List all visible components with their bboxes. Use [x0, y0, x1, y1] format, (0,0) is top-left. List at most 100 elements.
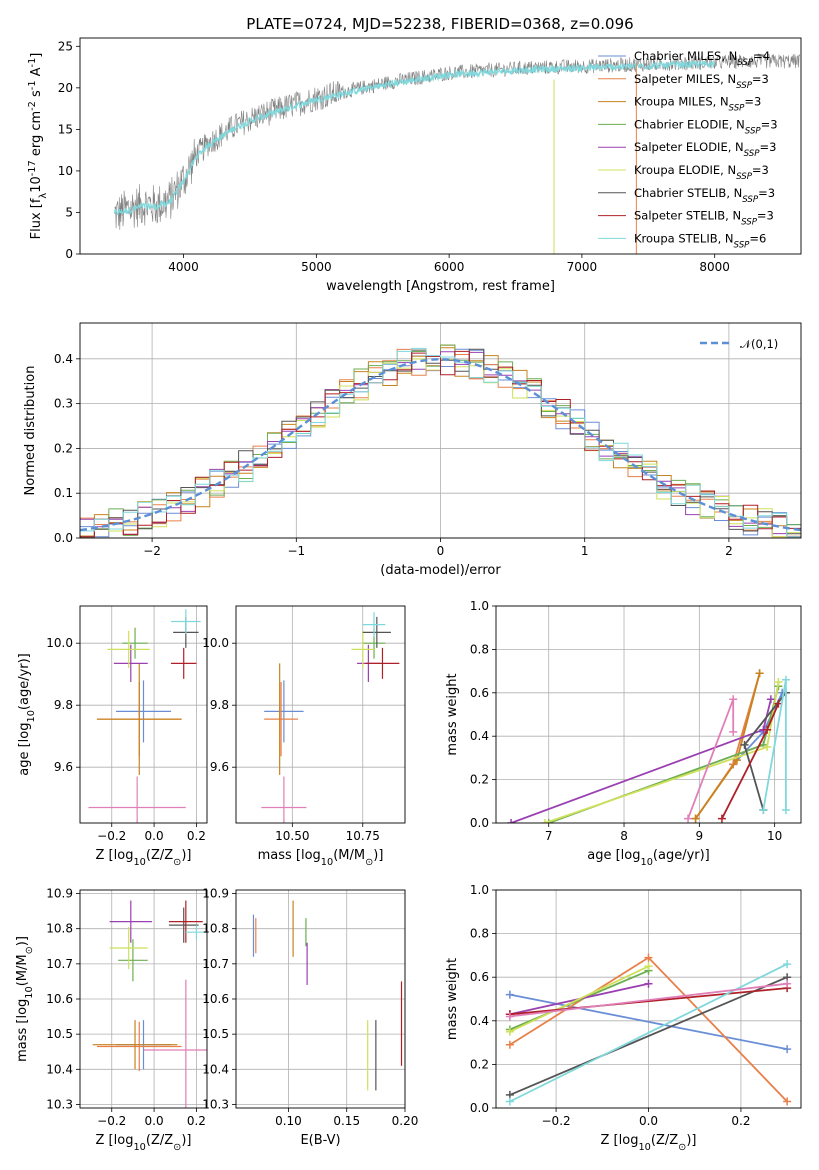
age_vs_Z-panel: −0.2 0.0 0.2 9.6 9.8 10.0 Z [log10(Z/Z⊙)] age [… — [17, 605, 208, 868]
mass_vs_EBV-plot-area — [252, 900, 403, 1091]
y-tick-label: 0.2 — [470, 773, 489, 787]
y-tick-label: 10.9 — [202, 887, 229, 901]
weight-marker — [783, 1045, 792, 1054]
y-axis-label: mass weight — [445, 958, 460, 1040]
weight-marker — [729, 727, 738, 736]
y-tick-label: 10.8 — [202, 922, 229, 936]
weight-marker — [684, 814, 693, 823]
x-tick-label: 2 — [725, 544, 733, 558]
y-tick-label: 0.6 — [470, 970, 489, 984]
weight-line — [509, 965, 649, 1033]
legend-entry: Chabrier STELIB, NSSP=3 — [634, 186, 775, 205]
x-tick-label: 0.20 — [392, 1114, 419, 1128]
axes-frame — [235, 605, 406, 824]
y-tick-label: 10.3 — [46, 1097, 73, 1111]
weight-line — [510, 699, 772, 823]
x-tick-label: 7000 — [567, 260, 598, 274]
residual_hist-plot-area — [80, 344, 801, 538]
weight-marker — [644, 979, 653, 988]
weight-marker — [505, 990, 514, 999]
y-tick-label: 10.4 — [46, 1062, 73, 1076]
age_vs_Z-plot-area — [88, 609, 201, 823]
x-axis-label: E(B-V) — [300, 1133, 340, 1148]
weight-marker — [644, 962, 653, 971]
weight-line — [509, 969, 649, 1031]
x-tick-label: 1 — [581, 544, 589, 558]
x-axis-label: wavelength [Angstrom, rest frame] — [326, 279, 555, 294]
legend-entry: Kroupa MILES, NSSP=3 — [634, 95, 761, 114]
y-axis-label: mass weight — [445, 673, 460, 755]
y-tick-label: 0.6 — [470, 686, 489, 700]
mass_vs_Z-plot-area — [92, 900, 207, 1108]
legend-entry: Salpeter STELIB, NSSP=3 — [634, 209, 774, 228]
y-tick-label: 10.0 — [202, 636, 229, 650]
y-tick-label: 10.6 — [46, 992, 73, 1006]
weight-marker — [783, 1097, 792, 1106]
axes-frame — [79, 605, 208, 824]
weight-line — [509, 976, 788, 1096]
figure-title: PLATE=0724, MJD=52238, FIBERID=0368, z=0… — [246, 15, 633, 33]
weight-line — [509, 982, 788, 1018]
x-tick-label: 0.15 — [333, 1114, 360, 1128]
y-axis-label: mass [log10(M/M⊙)] — [15, 936, 35, 1062]
y-tick-label: 15 — [58, 122, 73, 136]
weight-marker — [505, 1097, 514, 1106]
mass_weight_vs_age-panel: 7 8 9 10 0.0 0.2 0.4 0.6 0.8 1.0 age [log10(age/yr… — [445, 599, 802, 868]
weight-marker — [740, 740, 749, 749]
legend-entry: Chabrier MILES, NSSP=4 — [634, 49, 770, 68]
mass_weight_vs_Z-panel: −0.2 0.0 0.2 0.0 0.2 0.4 0.6 0.8 1.0 Z [log10(Z/Z… — [445, 883, 802, 1153]
y-tick-label: 0.8 — [470, 927, 489, 941]
weight-marker — [505, 1040, 514, 1049]
y-tick-label: 0.0 — [470, 1101, 489, 1115]
y-tick-label: 1.0 — [470, 599, 489, 613]
legend-entry: Kroupa ELODIE, NSSP=3 — [634, 163, 769, 182]
x-tick-label: 8000 — [699, 260, 730, 274]
y-tick-label: 5 — [65, 205, 73, 219]
y-tick-label: 10.3 — [202, 1097, 229, 1111]
mass_weight_vs_Z-plot-area — [505, 953, 792, 1106]
y-axis-label: age [log10(age/yr)] — [17, 653, 37, 776]
y-tick-label: 0.0 — [470, 816, 489, 830]
y-tick-label: 25 — [58, 39, 73, 53]
age_vs_mass-plot-area — [261, 612, 400, 823]
weight-marker — [783, 979, 792, 988]
weight-marker — [505, 1027, 514, 1036]
x-tick-label: 10.50 — [275, 829, 309, 843]
legend-entry: Salpeter MILES, NSSP=3 — [634, 72, 769, 91]
x-tick-label: 8 — [620, 829, 628, 843]
legend-entry: Salpeter ELODIE, NSSP=3 — [634, 140, 776, 159]
spectrum-plot-area — [113, 53, 800, 254]
y-tick-label: 10 — [58, 164, 73, 178]
y-tick-label: 0.2 — [470, 1057, 489, 1071]
weight-marker — [505, 1012, 514, 1021]
y-tick-label: 0.1 — [54, 486, 73, 500]
x-tick-label: −0.2 — [542, 1114, 571, 1128]
legend-entry: 𝒩(0,1) — [740, 337, 778, 351]
y-tick-label: 10.7 — [46, 957, 73, 971]
y-tick-label: 0.0 — [54, 531, 73, 545]
y-axis-label: Flux [fλ10-17 erg cm-2 s-1 A-1] — [27, 53, 49, 240]
weight-marker — [759, 805, 768, 814]
y-tick-label: 9.8 — [54, 698, 73, 712]
y-tick-label: 1.0 — [470, 883, 489, 897]
y-tick-label: 0.8 — [470, 642, 489, 656]
y-tick-label: 0.2 — [54, 441, 73, 455]
legend: Chabrier MILES, NSSP=4 Salpeter MILES, NS… — [598, 49, 778, 250]
mass_vs_EBV-panel: 0.10 0.15 0.20 10.3 10.4 10.5 10.6 10.7 10.8 10.9… — [202, 887, 418, 1148]
x-tick-label: 0.0 — [145, 829, 164, 843]
y-tick-label: 0.3 — [54, 397, 73, 411]
mass_vs_Z-panel: −0.2 0.0 0.2 10.3 10.4 10.5 10.6 10.7 10.8 10.9 Z … — [15, 887, 208, 1153]
y-tick-label: 9.6 — [210, 760, 229, 774]
weight-marker — [507, 819, 516, 823]
weight-marker — [781, 675, 790, 684]
weight-marker — [729, 695, 738, 704]
y-tick-label: 10.7 — [202, 957, 229, 971]
y-tick-label: 10.5 — [46, 1027, 73, 1041]
age_vs_mass-panel: 10.50 10.75 9.6 9.8 10.0 mass [log10(M/M⊙)] — [202, 605, 406, 868]
x-tick-label: 7 — [545, 829, 553, 843]
x-tick-label: 0.10 — [275, 1114, 302, 1128]
x-tick-label: 9 — [696, 829, 704, 843]
x-tick-label: 0.0 — [145, 1114, 164, 1128]
y-tick-label: 10.0 — [46, 636, 73, 650]
legend-entry: Kroupa STELIB, NSSP=6 — [634, 231, 766, 250]
